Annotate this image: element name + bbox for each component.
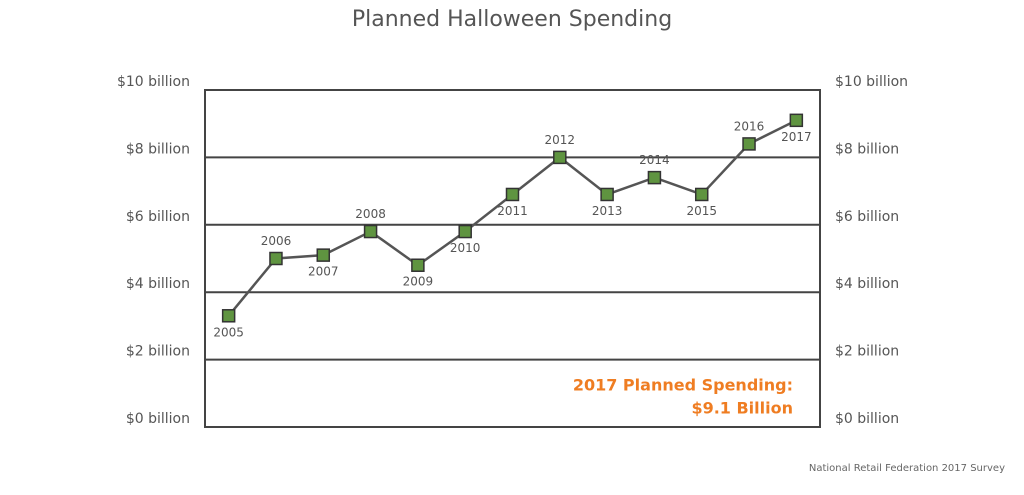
y-tick-label: $8 billion [126, 141, 190, 157]
marker [269, 251, 283, 266]
y2-tick-label: $0 billion [835, 411, 899, 427]
point-label: 2006 [261, 234, 292, 248]
y-tick-label: $2 billion [126, 344, 190, 360]
y2-tick-label: $2 billion [835, 344, 899, 360]
y-tick-label: $10 billion [117, 74, 190, 90]
chart-title: Planned Halloween Spending [352, 7, 672, 32]
point-label: 2016 [734, 119, 765, 133]
point-label: 2011 [497, 204, 528, 218]
point-label: 2015 [686, 204, 717, 218]
annotation: $9.1 Billion [691, 399, 793, 418]
y-tick-label: $4 billion [126, 276, 190, 292]
marker [316, 248, 331, 262]
point-label: 2014 [639, 153, 670, 167]
marker [221, 309, 236, 323]
source-note: National Retail Federation 2017 Survey [809, 463, 1005, 474]
marker [600, 187, 614, 202]
marker [694, 187, 709, 202]
y2-tick-label: $4 billion [835, 276, 899, 292]
point-label: 2017 [781, 130, 812, 144]
annotation: 2017 Planned Spending: [573, 376, 793, 395]
y-tick-label: $0 billion [126, 411, 190, 427]
point-label: 2008 [355, 207, 386, 221]
y2-tick-label: $8 billion [835, 141, 899, 157]
marker [647, 170, 662, 185]
marker [363, 224, 378, 239]
marker [411, 258, 425, 272]
y2-tick-label: $10 billion [835, 74, 908, 90]
point-label: 2010 [450, 241, 481, 255]
marker [789, 113, 804, 128]
point-label: 2013 [592, 204, 623, 218]
marker [553, 150, 567, 165]
point-label: 2009 [403, 275, 434, 289]
y-tick-label: $6 billion [126, 209, 190, 225]
marker [458, 224, 472, 239]
marker [505, 187, 520, 202]
marker [742, 137, 756, 151]
y2-tick-label: $6 billion [835, 209, 899, 225]
line [227, 119, 797, 317]
point-label: 2005 [213, 325, 244, 339]
point-label: 2007 [308, 265, 339, 279]
point-label: 2012 [545, 133, 576, 147]
